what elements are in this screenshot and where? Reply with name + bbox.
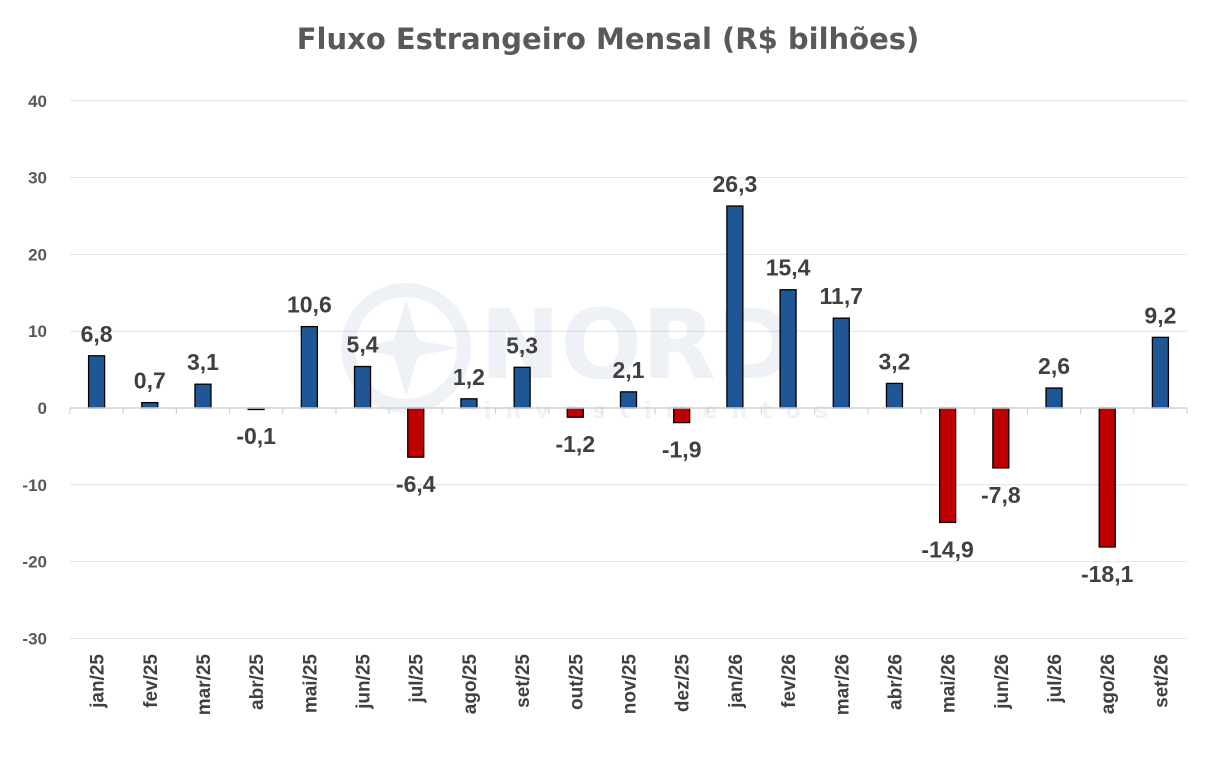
data-label: 6,8: [81, 321, 113, 347]
data-label: -0,1: [236, 423, 276, 449]
x-tick-label: jan/25: [88, 654, 109, 709]
x-tick-label: fev/25: [141, 654, 162, 708]
bar-jul-25: [407, 407, 425, 458]
x-tick-label: jul/26: [1045, 654, 1066, 704]
y-axis-tick-labels: 40 30 20 10 0 -10 -20 -30: [22, 92, 47, 649]
x-tick-label: jun/25: [354, 654, 375, 710]
data-label: 9,2: [1144, 302, 1176, 328]
data-label: -18,1: [1081, 561, 1134, 587]
bar-mar-25: [194, 383, 212, 409]
data-label: -7,8: [981, 482, 1021, 508]
y-tick-label: -20: [22, 553, 47, 572]
nord-watermark-logo: NORD investimentos: [341, 283, 842, 424]
bar-out-25: [566, 407, 584, 418]
data-label: -1,9: [662, 437, 702, 463]
data-label: 10,6: [287, 292, 332, 318]
bar-mar-26: [832, 317, 850, 409]
x-tick-label: nov/25: [620, 654, 641, 715]
bar-fev-26: [779, 289, 797, 409]
x-tick-label: jan/26: [726, 654, 747, 709]
data-label: 5,4: [347, 332, 379, 358]
x-tick-label: abr/25: [247, 654, 268, 710]
data-label: 11,7: [820, 283, 864, 309]
x-axis: [69, 407, 1188, 414]
bar-mai-26: [938, 407, 957, 524]
data-labels: 6,8 0,7 3,1 -0,1 10,6 5,4 -6,4 1,2 5,3 -1,2 2,1 -1,…: [81, 171, 1177, 587]
data-label: -14,9: [921, 536, 973, 562]
bar-set-25: [513, 366, 531, 409]
y-tick-label: 10: [28, 322, 47, 341]
chart-title: Fluxo Estrangeiro Mensal (R$ bilhões): [296, 22, 920, 56]
bar-dez-25: [673, 407, 691, 424]
x-tick-label: abr/26: [885, 654, 906, 710]
y-tick-label: -10: [22, 476, 47, 495]
data-label: 15,4: [766, 255, 811, 281]
x-tick-label: mai/25: [300, 654, 321, 714]
bar-abr-26: [885, 382, 904, 409]
y-tick-label: -30: [22, 629, 47, 648]
x-tick-label: set/25: [513, 654, 534, 708]
data-label: 3,1: [187, 349, 219, 375]
bar-set-26: [1151, 336, 1170, 409]
data-label: -6,4: [396, 471, 436, 497]
data-label: 0,7: [134, 368, 166, 394]
x-tick-label: set/26: [1151, 654, 1172, 708]
x-tick-label: mar/25: [194, 654, 215, 716]
bar-jan-26: [726, 205, 744, 409]
x-tick-label: jul/25: [407, 654, 428, 704]
gridlines: [70, 100, 1187, 639]
bar-jan-25: [87, 355, 106, 409]
data-label: 2,6: [1038, 353, 1070, 379]
y-tick-label: 20: [28, 245, 47, 264]
bar-fev-25: [141, 401, 159, 409]
x-tick-label: mai/26: [939, 654, 960, 713]
bar-jul-26: [1045, 387, 1063, 409]
x-tick-label: dez/25: [673, 654, 694, 713]
x-axis-tick-labels: jan/25 fev/25 mar/25 abr/25 mai/25 jun/25 jul/…: [88, 654, 1173, 716]
bars: [87, 205, 1170, 548]
bar-jun-25: [353, 365, 372, 409]
data-label: 1,2: [453, 364, 485, 390]
bar-mai-25: [300, 325, 319, 409]
bar-ago-26: [1098, 407, 1116, 548]
x-tick-label: jun/26: [992, 654, 1013, 710]
x-tick-label: ago/25: [460, 654, 481, 715]
y-tick-label: 30: [28, 169, 47, 188]
data-label: 26,3: [712, 171, 757, 197]
x-tick-label: ago/26: [1098, 654, 1119, 714]
x-tick-label: mar/26: [832, 654, 853, 715]
y-tick-label: 40: [28, 92, 47, 111]
data-label: 2,1: [613, 357, 645, 383]
data-label: -1,2: [555, 431, 595, 457]
watermark-tagline: investimentos: [484, 399, 842, 424]
data-label: 3,2: [878, 348, 910, 374]
y-tick-label: 0: [38, 399, 47, 418]
data-label: 5,3: [506, 332, 538, 358]
bar-ago-25: [460, 398, 478, 409]
x-tick-label: out/25: [566, 654, 587, 710]
bar-nov-25: [619, 391, 638, 409]
x-tick-label: fev/26: [779, 654, 800, 708]
bar-jun-26: [992, 407, 1010, 469]
